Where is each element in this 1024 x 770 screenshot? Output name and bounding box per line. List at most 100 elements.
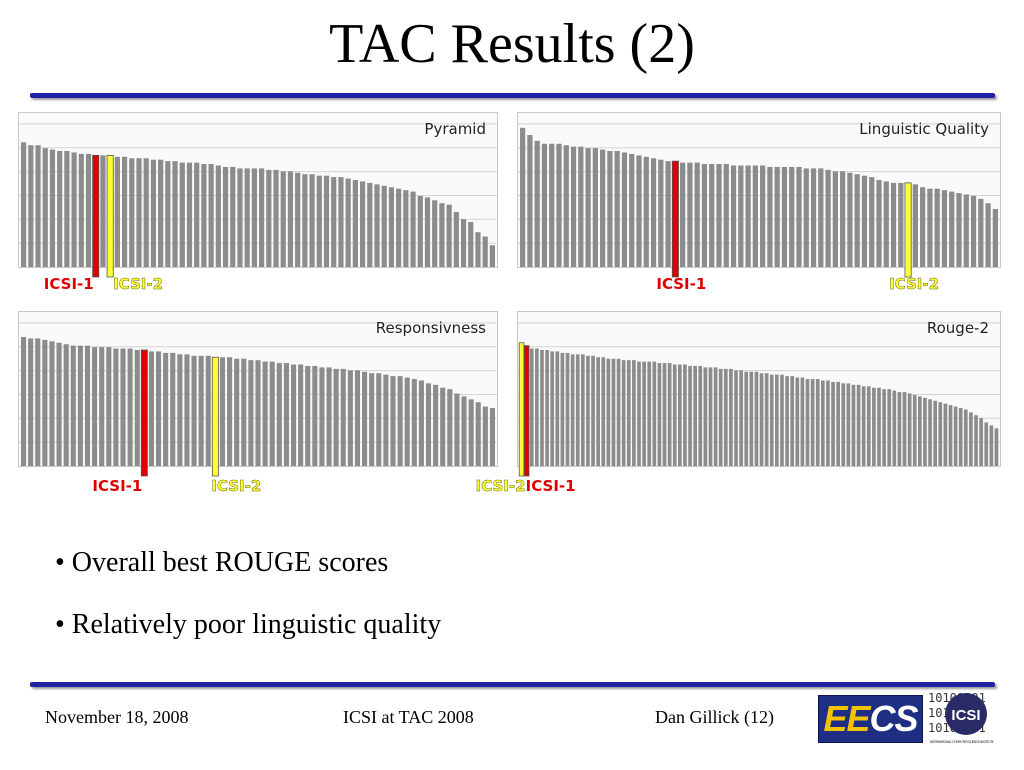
bar: [453, 211, 459, 267]
bar: [643, 156, 649, 267]
highlight-label: ICSI-1: [92, 477, 142, 495]
bar: [383, 374, 389, 466]
bar: [78, 153, 84, 267]
bar: [136, 158, 142, 267]
bar: [629, 153, 635, 267]
bar: [688, 365, 692, 466]
bar: [985, 203, 991, 267]
bar: [662, 363, 667, 466]
bar: [227, 357, 233, 466]
bar: [447, 389, 453, 466]
bar: [454, 393, 460, 466]
bar: [892, 390, 897, 466]
bar: [276, 363, 282, 466]
highlight-label: ICSI-2: [889, 275, 939, 293]
bar: [369, 373, 375, 466]
bar: [425, 383, 432, 466]
bar: [803, 168, 809, 267]
bar: [541, 143, 548, 267]
bar: [767, 166, 773, 267]
bar: [632, 360, 636, 466]
bar: [305, 365, 311, 466]
bar: [374, 184, 380, 267]
bar: [70, 345, 76, 466]
bar: [482, 406, 488, 466]
bar: [326, 367, 332, 466]
bar: [626, 360, 631, 466]
bar: [56, 342, 62, 466]
slide-title: TAC Results (2): [329, 13, 695, 75]
bar: [854, 174, 860, 267]
bar: [468, 399, 474, 466]
bar: [738, 165, 744, 267]
bar: [563, 145, 569, 267]
bar: [856, 384, 861, 466]
bar: [759, 373, 764, 466]
bar: [687, 162, 693, 267]
bar: [417, 195, 423, 267]
bar: [869, 177, 875, 267]
bar: [709, 164, 715, 267]
bar: [134, 350, 140, 466]
bar: [923, 397, 927, 466]
bar: [120, 348, 126, 466]
bar: [85, 153, 92, 267]
bar: [943, 403, 948, 466]
bar: [475, 232, 481, 267]
bar: [745, 165, 751, 267]
chart-svg: Pyramid ICSI-1 ICSI-2: [18, 112, 498, 293]
bar: [219, 357, 226, 466]
chart-svg: Linguistic Quality ICSI-1 ICSI-2: [517, 112, 1001, 293]
bar: [367, 182, 373, 267]
highlight-bar: [92, 154, 100, 278]
bar: [113, 348, 119, 466]
bar: [570, 146, 577, 267]
bar: [489, 408, 496, 466]
highlight-bar: [518, 342, 525, 477]
highlight-label: ICSI-1: [656, 275, 706, 293]
bar: [716, 164, 722, 267]
bar: [148, 351, 154, 466]
bar: [974, 415, 978, 466]
footer-divider: [30, 682, 995, 687]
bar: [331, 177, 337, 267]
bar: [184, 354, 190, 466]
bar: [764, 373, 769, 466]
bar: [461, 396, 467, 466]
bar: [752, 165, 758, 267]
bar: [127, 348, 133, 466]
bar: [411, 379, 417, 466]
bar: [259, 168, 265, 267]
bar: [694, 162, 700, 267]
bar: [970, 195, 977, 267]
bar: [866, 386, 871, 466]
bullet-rouge: • Overall best ROUGE scores: [55, 547, 389, 578]
bar: [381, 185, 387, 267]
bar: [35, 338, 41, 466]
bar: [836, 381, 840, 466]
bar: [194, 162, 200, 267]
bar: [266, 169, 272, 267]
icsi-logo-text: ICSI: [951, 707, 980, 724]
bar: [143, 158, 149, 267]
bar: [529, 348, 534, 466]
bar: [468, 222, 474, 267]
bar: [230, 166, 236, 267]
bar: [191, 355, 197, 466]
bar: [591, 355, 595, 466]
bar: [388, 187, 395, 267]
bar: [177, 354, 183, 466]
bar: [42, 339, 48, 466]
bar: [28, 145, 34, 267]
bar: [989, 425, 994, 466]
bar: [84, 345, 91, 466]
bar: [312, 365, 318, 466]
bar: [316, 175, 322, 267]
bar: [545, 350, 549, 466]
bar: [35, 145, 41, 267]
chart-title: Rouge-2: [927, 319, 989, 337]
linguistic-quality-chart: Linguistic Quality ICSI-1 ICSI-2: [517, 112, 1001, 302]
icsi-logo: 10100101 10100101 10100101 ICSI INTERNAT…: [928, 690, 998, 765]
bar: [713, 367, 718, 466]
bar: [376, 373, 382, 466]
